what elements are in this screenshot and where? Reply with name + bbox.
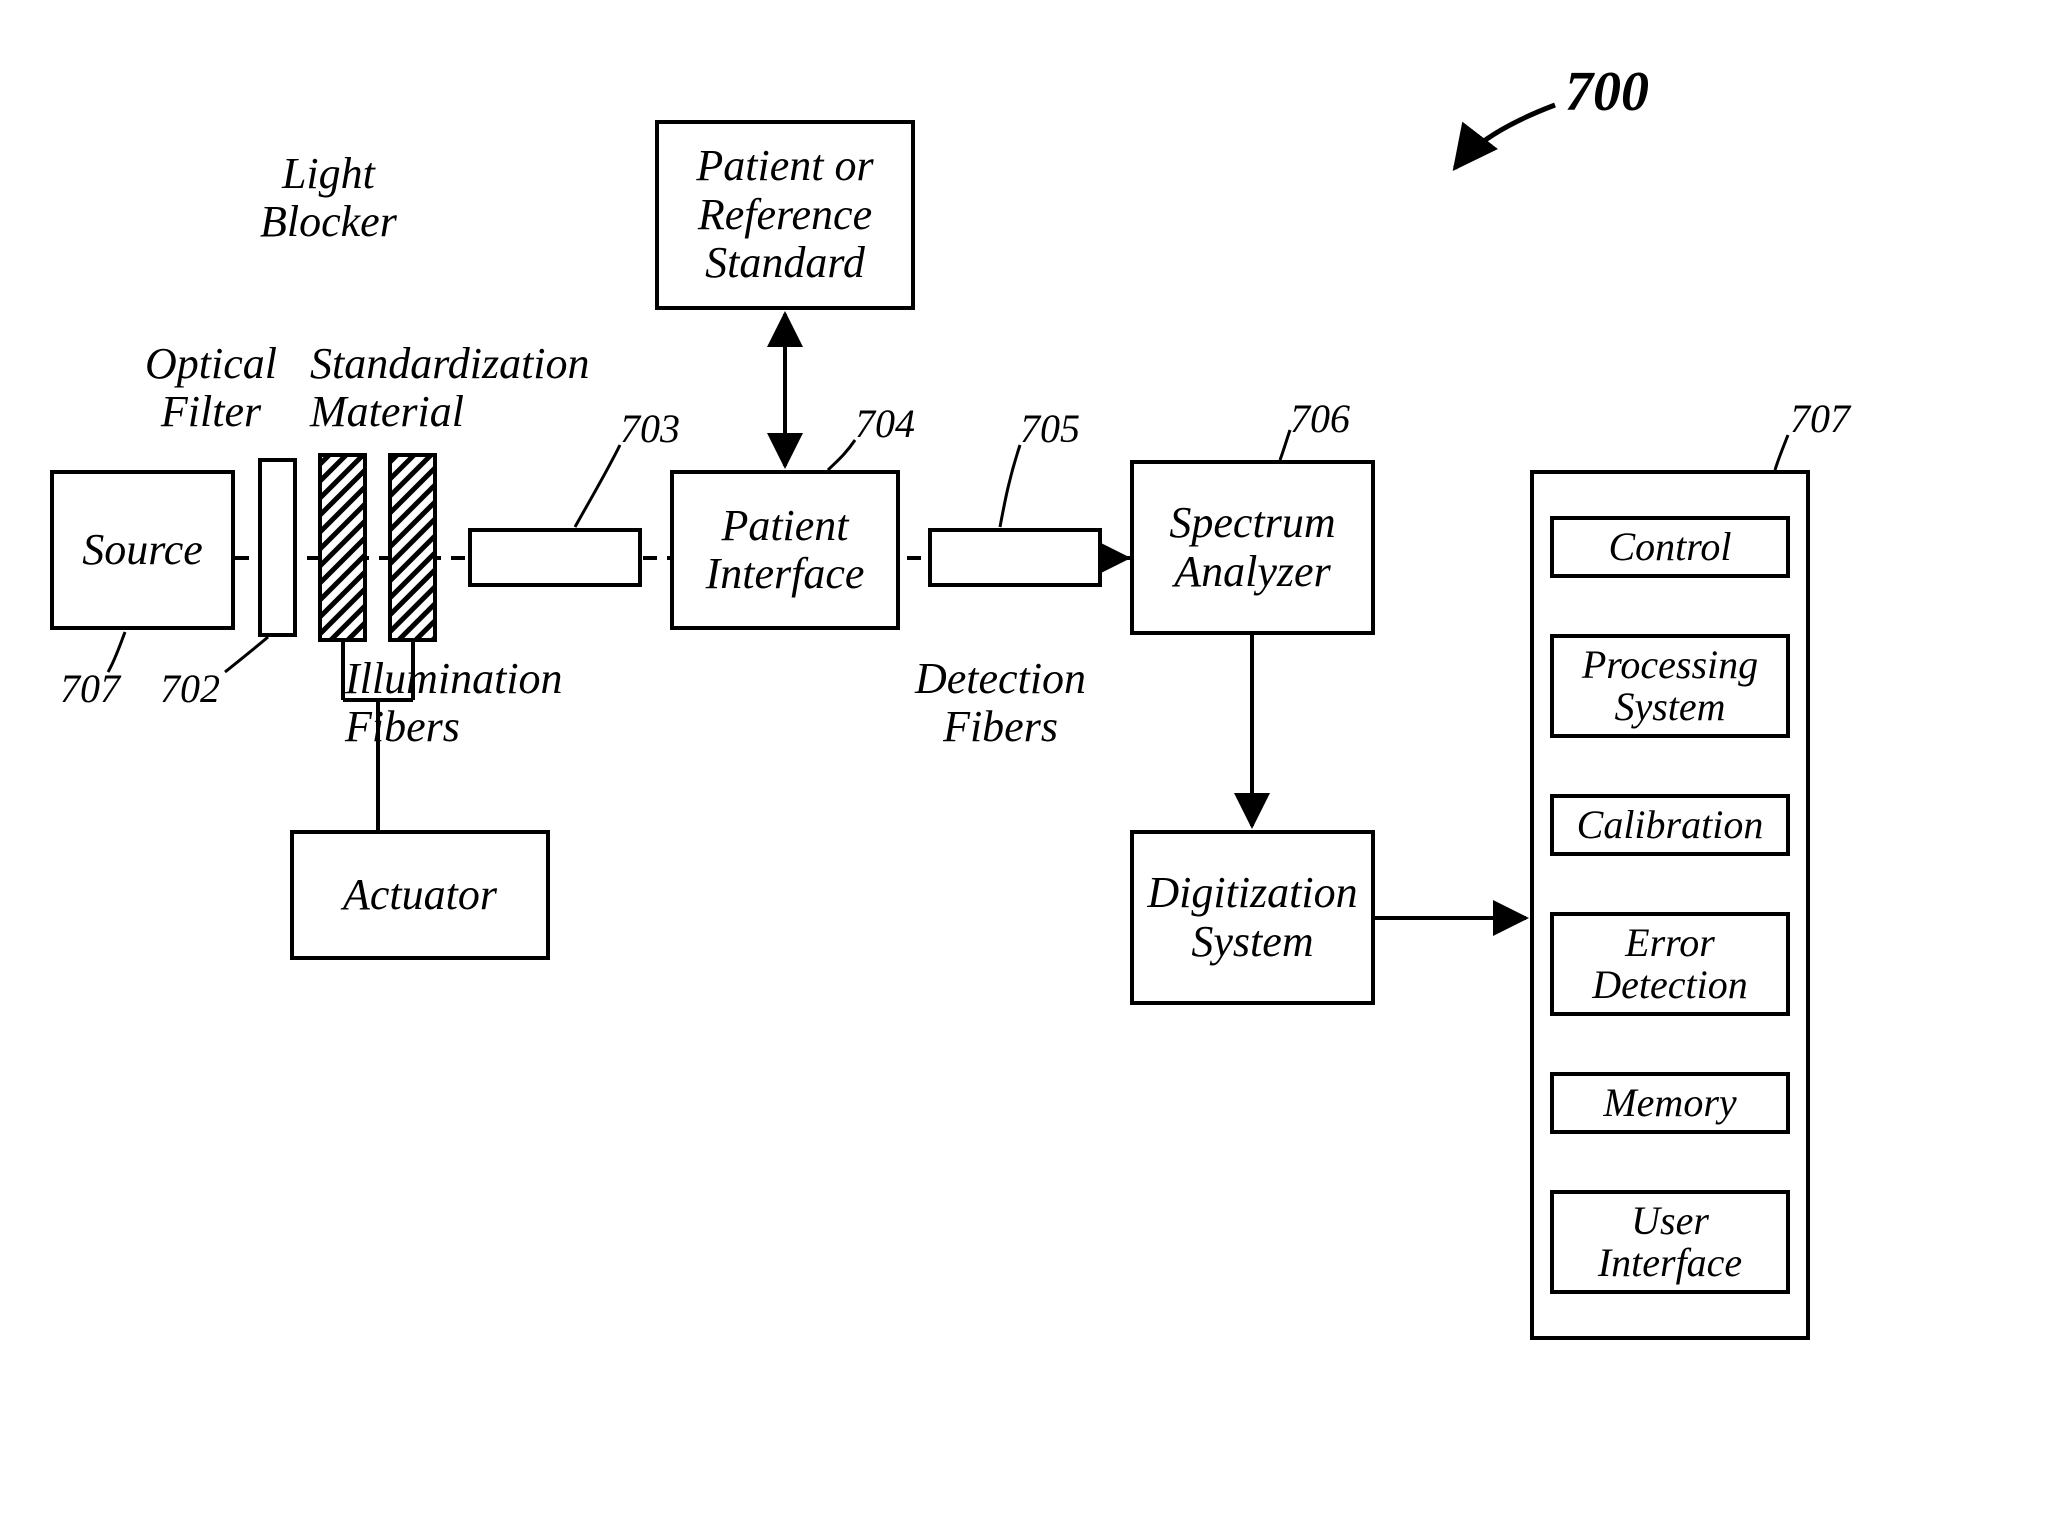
ref-703: 703 xyxy=(620,405,680,452)
label-detection-fibers: Detection Fibers xyxy=(915,655,1086,752)
label-light-blocker: Light Blocker xyxy=(260,150,397,247)
ref-source-707: 707 xyxy=(60,665,120,712)
node-spectrum-analyzer: Spectrum Analyzer xyxy=(1130,460,1375,635)
node-actuator: Actuator xyxy=(290,830,550,960)
sub-user-interface: User Interface xyxy=(1550,1190,1790,1294)
node-subsystem-707: Control Processing System Calibration Er… xyxy=(1530,470,1810,1340)
ref-subsystem-707: 707 xyxy=(1790,395,1850,442)
sub-control: Control xyxy=(1550,516,1790,578)
sub-processing-system: Processing System xyxy=(1550,634,1790,738)
ref-706: 706 xyxy=(1290,395,1350,442)
ref-filter-702: 702 xyxy=(160,665,220,712)
label-optical-filter: Optical Filter xyxy=(145,340,277,437)
ref-705: 705 xyxy=(1020,405,1080,452)
node-source: Source xyxy=(50,470,235,630)
diagram-ref-700: 700 xyxy=(1565,60,1649,124)
node-patient-reference-standard: Patient or Reference Standard xyxy=(655,120,915,310)
label-illumination-fibers: Illumination Fibers xyxy=(345,655,563,752)
node-digitization-system: Digitization System xyxy=(1130,830,1375,1005)
sub-error-detection: Error Detection xyxy=(1550,912,1790,1016)
node-patient-interface: Patient Interface xyxy=(670,470,900,630)
label-standardization-material: Standardization Material xyxy=(310,340,590,437)
ref-704: 704 xyxy=(855,400,915,447)
sub-memory: Memory xyxy=(1550,1072,1790,1134)
sub-calibration: Calibration xyxy=(1550,794,1790,856)
